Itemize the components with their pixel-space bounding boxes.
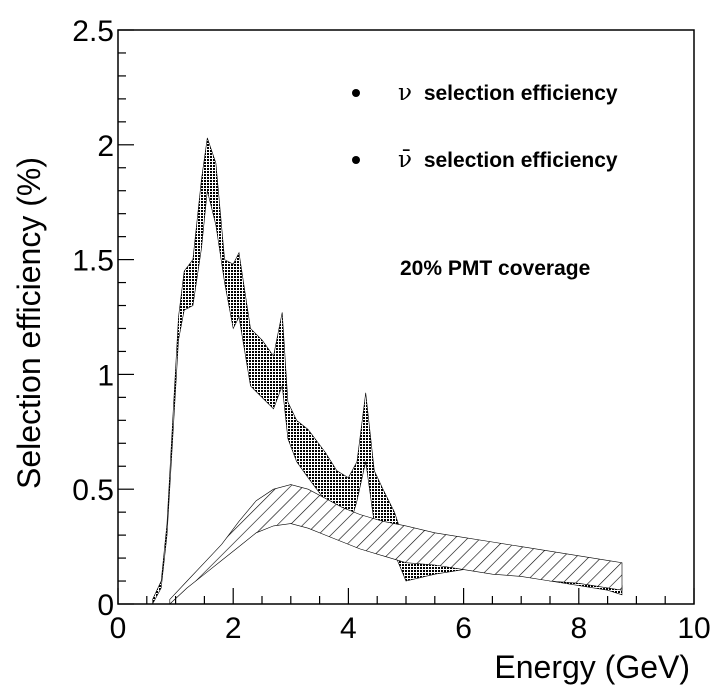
band-series-1 — [169, 484, 623, 605]
y-tick-label: 2 — [97, 130, 114, 163]
x-tick-label: 0 — [110, 612, 127, 645]
plot-frame — [117, 29, 695, 605]
y-axis-title: Selection efficiency (%) — [11, 157, 47, 489]
x-tick-label: 10 — [677, 612, 710, 645]
axis-ticks — [117, 29, 695, 605]
y-tick-label: 2.5 — [72, 15, 114, 48]
y-tick-label: 1 — [97, 359, 114, 392]
legend-entry-nu: ν selection efficiency — [398, 80, 618, 106]
x-tick-label: 6 — [455, 612, 472, 645]
legend-label-nubar: selection efficiency — [424, 149, 618, 172]
pmt-coverage-annotation: 20% PMT coverage — [400, 257, 590, 280]
legend: ν selection efficiency ν̄ selection effi… — [352, 80, 618, 173]
axis-tick-labels: 0 2 4 6 8 10 0 0.5 1 1.5 2 2.5 — [72, 15, 710, 645]
legend-symbol-nu: ν — [398, 80, 412, 106]
legend-label-nu: selection efficiency — [424, 82, 618, 105]
x-tick-label: 4 — [340, 612, 357, 645]
band-series-0 — [152, 137, 623, 605]
x-tick-label: 8 — [570, 612, 587, 645]
x-tick-label: 2 — [225, 612, 242, 645]
legend-symbol-nubar: ν̄ — [398, 147, 412, 173]
legend-marker-nubar — [352, 156, 360, 164]
y-tick-label: 0.5 — [72, 474, 114, 507]
y-tick-label: 1.5 — [72, 245, 114, 278]
y-tick-label: 0 — [97, 589, 114, 622]
legend-entry-nubar: ν̄ selection efficiency — [398, 147, 618, 173]
data-bands — [152, 137, 623, 605]
x-axis-title: Energy (GeV) — [494, 649, 690, 685]
legend-marker-nu — [352, 89, 360, 97]
